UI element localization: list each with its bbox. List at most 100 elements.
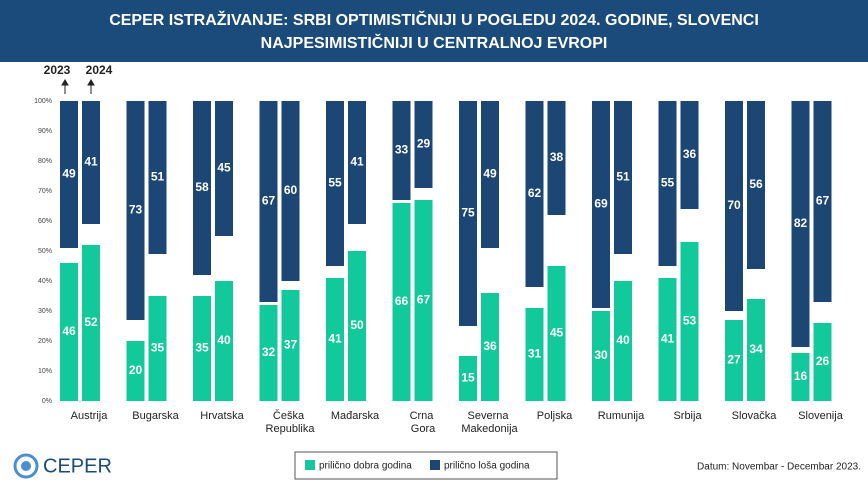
- bar-good: [481, 293, 499, 401]
- legend-box: [294, 451, 558, 480]
- bar-bad: [481, 101, 499, 248]
- y-tick-label: 30%: [38, 308, 52, 315]
- value-label: 38: [550, 150, 564, 164]
- x-tick-label: Poljska: [537, 410, 573, 422]
- bar-good: [215, 281, 233, 401]
- x-tick-label: Crna Gora: [408, 410, 436, 435]
- value-label: 56: [749, 177, 763, 191]
- value-label: 35: [195, 341, 209, 355]
- value-label: 33: [395, 143, 409, 157]
- bar-good: [592, 311, 610, 401]
- value-label: 70: [727, 198, 741, 212]
- x-tick-label: Slovačka: [732, 410, 778, 422]
- legend-swatch: [305, 460, 315, 470]
- bar-bad: [215, 101, 233, 236]
- value-label: 60: [284, 183, 298, 197]
- value-label: 16: [794, 369, 808, 383]
- bar-good: [459, 356, 477, 401]
- y-tick-label: 90%: [38, 128, 52, 135]
- bar-bad: [459, 101, 477, 326]
- value-label: 51: [616, 170, 630, 184]
- value-label: 82: [794, 216, 808, 230]
- value-label: 32: [262, 345, 276, 359]
- bar-bad: [193, 101, 211, 275]
- value-label: 55: [661, 176, 675, 190]
- value-label: 62: [528, 186, 542, 200]
- bar-good: [747, 299, 765, 401]
- value-label: 75: [461, 206, 475, 220]
- value-label: 45: [550, 326, 564, 340]
- value-label: 41: [661, 332, 675, 346]
- bar-good: [348, 251, 366, 401]
- footnote: Datum: Novembar - Decembar 2023.: [697, 462, 861, 473]
- value-label: 50: [350, 318, 364, 332]
- chart-subtitle: NAJPESIMISTIČNIJI U CENTRALNOJ EVROPI: [261, 33, 608, 52]
- value-label: 35: [151, 341, 165, 355]
- bar-good: [126, 341, 145, 401]
- value-label: 73: [129, 203, 143, 217]
- value-label: 67: [816, 194, 830, 208]
- value-label: 41: [350, 155, 364, 169]
- value-label: 26: [816, 354, 830, 368]
- y-tick-label: 70%: [38, 188, 52, 195]
- value-label: 53: [683, 314, 697, 328]
- bar-good: [148, 296, 167, 401]
- title-banner: [0, 0, 868, 62]
- legend-label: prilično dobra godina: [319, 461, 412, 472]
- bar-bad: [60, 101, 78, 248]
- y-tick-label: 20%: [38, 338, 52, 345]
- bar-bad: [326, 101, 344, 266]
- value-label: 45: [217, 161, 231, 175]
- bar-bad: [592, 101, 610, 308]
- bar-bad: [547, 101, 566, 215]
- y-tick-label: 50%: [38, 248, 52, 255]
- value-label: 31: [528, 347, 542, 361]
- bar-good: [658, 278, 677, 401]
- logo: CEPER: [13, 453, 112, 479]
- bar-good: [281, 290, 300, 401]
- bar-bad: [680, 101, 699, 209]
- bar-bad: [259, 101, 278, 302]
- x-tick-label: Hrvatska: [200, 410, 244, 422]
- bar-good: [813, 323, 832, 401]
- bar-bad: [348, 101, 366, 224]
- bar-bad: [747, 101, 765, 269]
- value-label: 69: [594, 197, 608, 211]
- y-tick-label: 60%: [38, 218, 52, 225]
- x-tick-label: Rumunija: [598, 410, 645, 422]
- value-label: 37: [284, 338, 298, 352]
- logo-text: CEPER: [43, 455, 112, 477]
- bar-bad: [614, 101, 632, 254]
- y-tick-label: 40%: [38, 278, 52, 285]
- value-label: 55: [328, 176, 342, 190]
- bar-good: [791, 353, 810, 401]
- value-label: 20: [129, 363, 143, 377]
- value-label: 52: [84, 315, 98, 329]
- value-label: 15: [461, 371, 475, 385]
- chart-title: CEPER ISTRAŽIVANJE: SRBI OPTIMISTIČNIJI …: [109, 10, 759, 29]
- value-label: 66: [395, 294, 409, 308]
- value-label: 36: [683, 147, 697, 161]
- value-label: 41: [84, 155, 98, 169]
- y-tick-label: 100%: [34, 98, 52, 105]
- bar-bad: [525, 101, 544, 287]
- bar-bad: [281, 101, 300, 281]
- x-tick-label: Mađarska: [331, 410, 380, 422]
- bar-good: [614, 281, 632, 401]
- bar-bad: [392, 101, 411, 200]
- bar-bad: [658, 101, 677, 266]
- bar-bad: [813, 101, 832, 302]
- year-annotation: 2024: [86, 63, 113, 77]
- bar-bad: [414, 101, 433, 188]
- legend-label: prilično loša godina: [444, 461, 530, 472]
- x-tick-label: Slovenija: [798, 410, 844, 422]
- value-label: 51: [151, 170, 165, 184]
- bar-bad: [126, 101, 145, 320]
- bar-good: [547, 266, 566, 401]
- year-annotation: 2023: [44, 63, 71, 77]
- y-tick-label: 10%: [38, 368, 52, 375]
- value-label: 40: [217, 333, 231, 347]
- bar-bad: [791, 101, 810, 347]
